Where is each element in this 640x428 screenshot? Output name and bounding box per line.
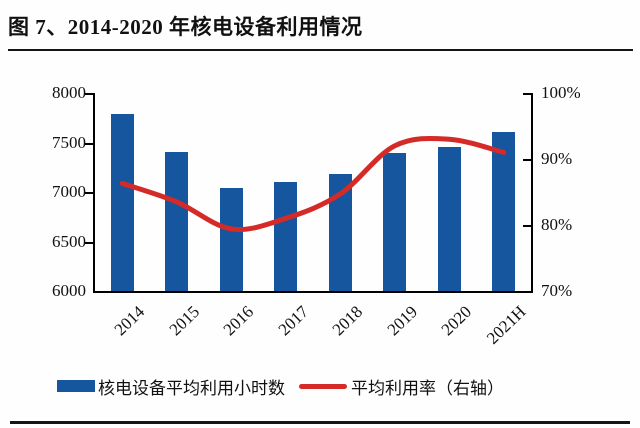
bar-2020 xyxy=(437,147,461,291)
x-axis-label-2017: 2017 xyxy=(274,302,312,340)
left-axis-tick xyxy=(85,192,93,194)
title-underline xyxy=(8,49,633,51)
legend-line-label: 平均利用率（右轴） xyxy=(351,378,504,398)
line-series xyxy=(119,135,507,233)
x-axis-label-2021H: 2021H xyxy=(483,302,530,348)
right-axis-tick xyxy=(523,225,531,227)
left-axis-tick xyxy=(85,142,93,145)
right-axis-tick-label: 100% xyxy=(541,83,581,102)
bar-2019 xyxy=(383,153,407,291)
legend-bar-label: 核电设备平均利用小时数 xyxy=(98,378,285,398)
x-axis-label-2016: 2016 xyxy=(219,302,258,340)
legend: 核电设备平均利用小时数 平均利用率（右轴） xyxy=(57,375,504,398)
left-axis-tick-label: 7000 xyxy=(52,182,86,201)
x-axis-label-2014: 2014 xyxy=(110,302,149,340)
right-axis-tick-label: 70% xyxy=(541,281,573,300)
left-axis-tick xyxy=(85,241,93,244)
bar-2018 xyxy=(328,174,352,291)
left-axis-tick xyxy=(85,93,93,95)
bar-2014 xyxy=(110,113,134,291)
legend-line-swatch xyxy=(299,383,347,389)
left-axis-tick-label: 6000 xyxy=(52,281,86,300)
left-axis-tick-label: 8000 xyxy=(52,83,86,102)
figure-title: 图 7、2014-2020 年核电设备利用情况 xyxy=(8,15,363,39)
left-axis-tick-label: 6500 xyxy=(52,231,86,251)
x-axis-label-2020: 2020 xyxy=(437,302,476,340)
right-axis-tick-label: 90% xyxy=(541,149,573,168)
right-axis-tick xyxy=(523,93,531,95)
bar-2016 xyxy=(219,188,243,291)
x-axis-label-2019: 2019 xyxy=(383,302,421,340)
right-axis-tick xyxy=(523,159,531,161)
x-axis-label-2015: 2015 xyxy=(165,302,203,340)
right-axis-tick-label: 80% xyxy=(541,215,573,234)
bar-2017 xyxy=(274,182,298,291)
utilization-rate-line xyxy=(119,135,507,233)
bottom-rule xyxy=(10,421,630,424)
plot-area xyxy=(93,93,533,293)
bar-2015 xyxy=(165,152,189,291)
bar-2021H xyxy=(492,131,516,291)
legend-bar-swatch xyxy=(57,380,95,392)
left-axis-tick-label: 7500 xyxy=(52,132,86,152)
x-axis-label-2018: 2018 xyxy=(328,302,367,340)
